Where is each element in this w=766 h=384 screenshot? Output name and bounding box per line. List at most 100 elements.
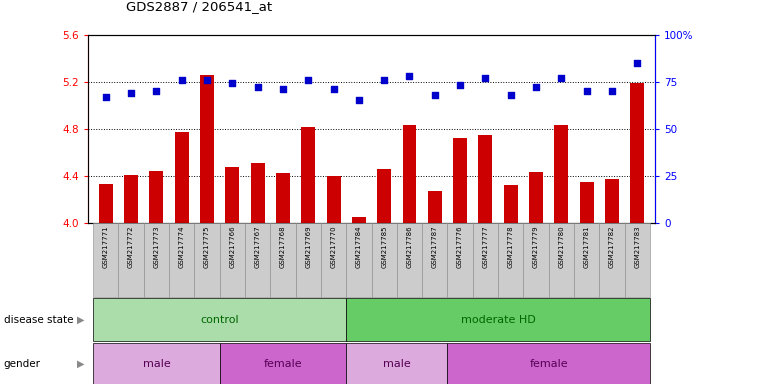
Point bbox=[480, 75, 492, 81]
Bar bbox=[346, 343, 447, 384]
Bar bbox=[428, 191, 442, 223]
Bar bbox=[301, 127, 315, 223]
Bar bbox=[245, 223, 270, 297]
Bar bbox=[99, 184, 113, 223]
Text: GSM217770: GSM217770 bbox=[331, 226, 336, 268]
Text: GSM217780: GSM217780 bbox=[558, 226, 565, 268]
Text: GSM217787: GSM217787 bbox=[432, 226, 438, 268]
Bar bbox=[529, 172, 543, 223]
Text: GSM217783: GSM217783 bbox=[634, 226, 640, 268]
Bar bbox=[447, 343, 650, 384]
Point bbox=[505, 92, 517, 98]
Point bbox=[454, 82, 466, 88]
Bar bbox=[479, 134, 493, 223]
Point bbox=[581, 88, 593, 94]
Bar bbox=[169, 223, 195, 297]
Bar bbox=[555, 125, 568, 223]
Bar bbox=[93, 298, 346, 341]
Point bbox=[404, 73, 416, 79]
Bar bbox=[93, 223, 119, 297]
Bar bbox=[346, 223, 372, 297]
Text: ▶: ▶ bbox=[77, 359, 84, 369]
Bar bbox=[124, 174, 138, 223]
Bar bbox=[296, 223, 321, 297]
Bar bbox=[504, 185, 518, 223]
Text: GSM217781: GSM217781 bbox=[584, 226, 590, 268]
Text: GSM217786: GSM217786 bbox=[407, 226, 412, 268]
Text: GSM217776: GSM217776 bbox=[457, 226, 463, 268]
Bar bbox=[326, 175, 341, 223]
Point bbox=[100, 94, 112, 100]
Text: female: female bbox=[529, 359, 568, 369]
Bar bbox=[119, 223, 144, 297]
Bar bbox=[321, 223, 346, 297]
Point bbox=[251, 84, 264, 90]
Bar bbox=[453, 138, 467, 223]
Bar bbox=[195, 223, 220, 297]
Bar bbox=[422, 223, 447, 297]
Bar bbox=[447, 223, 473, 297]
Bar bbox=[599, 223, 624, 297]
Point bbox=[606, 88, 618, 94]
Bar bbox=[605, 179, 619, 223]
Bar bbox=[498, 223, 523, 297]
Point bbox=[352, 97, 365, 103]
Text: disease state: disease state bbox=[4, 315, 74, 325]
Bar bbox=[149, 171, 163, 223]
Point bbox=[302, 77, 314, 83]
Bar bbox=[276, 173, 290, 223]
Point bbox=[201, 77, 213, 83]
Text: GSM217767: GSM217767 bbox=[254, 226, 260, 268]
Bar bbox=[352, 217, 366, 223]
Point bbox=[530, 84, 542, 90]
Bar bbox=[630, 83, 644, 223]
Text: male: male bbox=[142, 359, 170, 369]
Bar bbox=[397, 223, 422, 297]
Text: GSM217774: GSM217774 bbox=[178, 226, 185, 268]
Text: moderate HD: moderate HD bbox=[460, 314, 535, 325]
Text: GSM217784: GSM217784 bbox=[356, 226, 362, 268]
Text: GSM217777: GSM217777 bbox=[483, 226, 489, 268]
Text: GSM217773: GSM217773 bbox=[153, 226, 159, 268]
Bar bbox=[200, 74, 214, 223]
Point bbox=[378, 77, 391, 83]
Text: ▶: ▶ bbox=[77, 315, 84, 325]
Text: GSM217771: GSM217771 bbox=[103, 226, 109, 268]
Text: gender: gender bbox=[4, 359, 41, 369]
Text: GSM217778: GSM217778 bbox=[508, 226, 514, 268]
Bar bbox=[175, 132, 188, 223]
Bar bbox=[574, 223, 599, 297]
Bar bbox=[377, 169, 391, 223]
Bar bbox=[473, 223, 498, 297]
Bar bbox=[270, 223, 296, 297]
Point bbox=[327, 86, 339, 92]
Point bbox=[555, 75, 568, 81]
Text: GDS2887 / 206541_at: GDS2887 / 206541_at bbox=[126, 0, 273, 13]
Point bbox=[226, 80, 238, 86]
Text: female: female bbox=[264, 359, 303, 369]
Bar bbox=[220, 343, 346, 384]
Point bbox=[125, 90, 137, 96]
Point bbox=[429, 92, 441, 98]
Bar bbox=[144, 223, 169, 297]
Bar bbox=[548, 223, 574, 297]
Text: GSM217785: GSM217785 bbox=[381, 226, 387, 268]
Bar bbox=[372, 223, 397, 297]
Text: GSM217775: GSM217775 bbox=[204, 226, 210, 268]
Text: GSM217782: GSM217782 bbox=[609, 226, 615, 268]
Point bbox=[175, 77, 188, 83]
Bar bbox=[220, 223, 245, 297]
Bar bbox=[346, 298, 650, 341]
Text: control: control bbox=[201, 314, 239, 325]
Bar bbox=[225, 167, 239, 223]
Text: GSM217772: GSM217772 bbox=[128, 226, 134, 268]
Text: GSM217769: GSM217769 bbox=[305, 226, 311, 268]
Text: GSM217766: GSM217766 bbox=[229, 226, 235, 268]
Text: GSM217779: GSM217779 bbox=[533, 226, 539, 268]
Bar bbox=[402, 125, 417, 223]
Bar bbox=[580, 182, 594, 223]
Bar bbox=[93, 343, 220, 384]
Point bbox=[150, 88, 162, 94]
Point bbox=[277, 86, 289, 92]
Bar bbox=[624, 223, 650, 297]
